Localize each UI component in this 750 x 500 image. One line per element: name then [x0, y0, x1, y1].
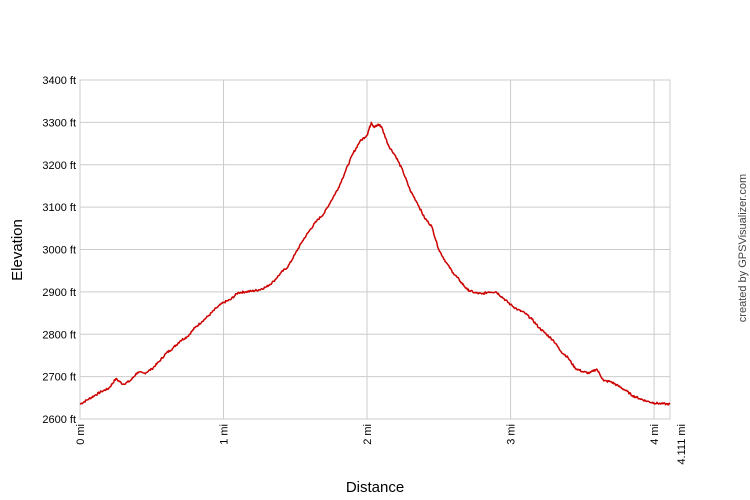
- y-tick-label: 3000 ft: [42, 245, 76, 257]
- x-axis-title: Distance: [346, 479, 404, 496]
- y-tick-label: 3300 ft: [42, 117, 76, 129]
- credit-text: created by GPSVisualizer.com: [737, 174, 749, 322]
- x-tick-label: 0 mi: [75, 424, 87, 445]
- x-tick-label: 1 mi: [219, 424, 231, 445]
- x-tick-label: 3 mi: [506, 424, 518, 445]
- plot-frame: [79, 79, 671, 420]
- y-tick-label: 2700 ft: [42, 372, 76, 384]
- y-tick-label: 3400 ft: [42, 75, 76, 87]
- y-tick-label: 3200 ft: [42, 160, 76, 172]
- y-tick-label: 3100 ft: [42, 202, 76, 214]
- x-tick-label: 4 mi: [649, 424, 661, 445]
- y-axis-ticks: 2600 ft 2700 ft 2800 ft 2900 ft 3000 ft 3100 …: [42, 75, 76, 426]
- x-tick-label: 4.111 mi: [676, 424, 688, 465]
- y-tick-label: 2800 ft: [42, 329, 76, 341]
- elevation-profile-line: [79, 121, 671, 406]
- y-tick-label: 2900 ft: [42, 287, 76, 299]
- series-layer: [79, 121, 671, 406]
- y-tick-label: 2600 ft: [42, 414, 76, 426]
- x-tick-label: 2 mi: [362, 424, 374, 445]
- y-axis-title: Elevation: [9, 219, 26, 281]
- x-axis-ticks: 0 mi 1 mi 2 mi 3 mi 4 mi 4.111 mi: [75, 424, 688, 465]
